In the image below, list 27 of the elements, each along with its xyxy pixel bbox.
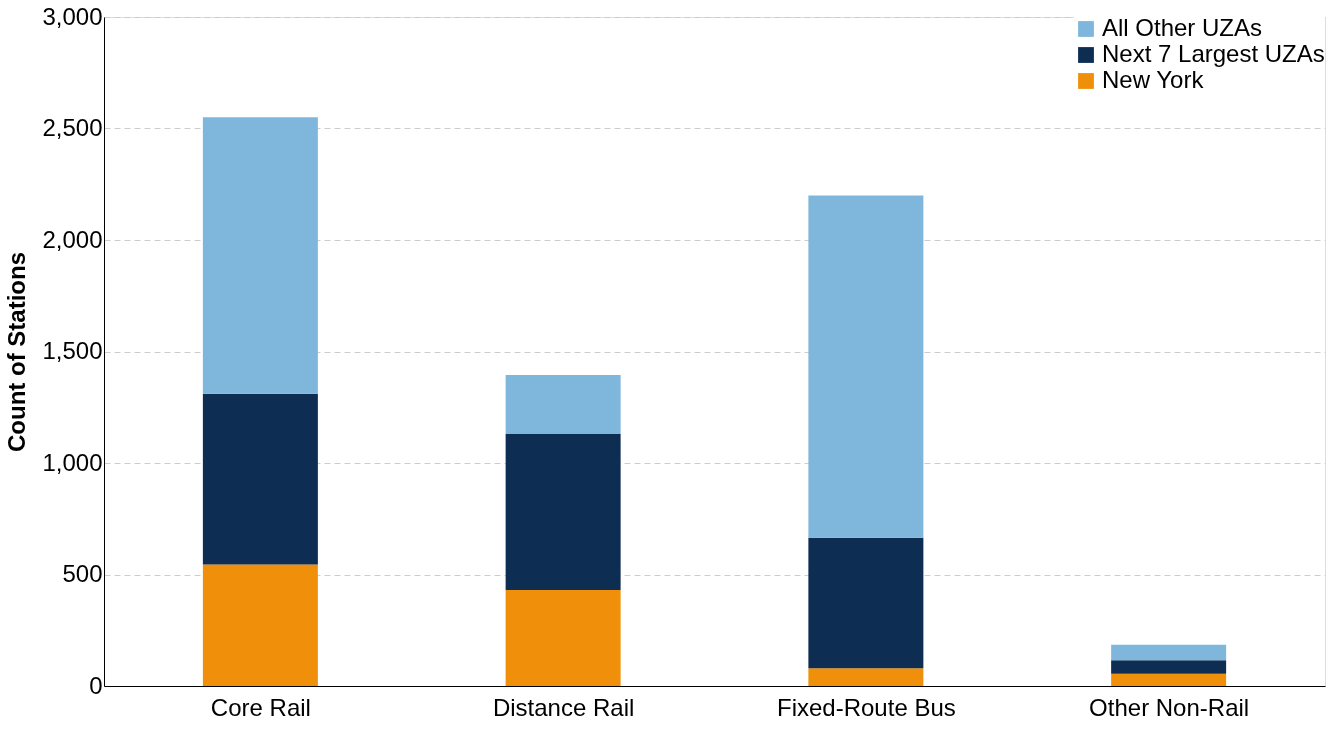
bar [808,195,924,538]
legend-label: New York [1102,66,1205,93]
bar [1111,660,1227,674]
bar [505,374,621,435]
bar [1111,673,1227,686]
x-tick-label: Core Rail [210,693,311,721]
x-tick-label: Fixed-Route Bus [777,693,956,721]
x-tick-label: Other Non-Rail [1089,693,1250,721]
bar [505,590,621,686]
bar [1111,644,1227,661]
y-tick-label: 2,000 [42,225,103,253]
y-tick-label: 0 [89,671,103,699]
legend-label: Next 7 Largest UZAs [1102,40,1325,67]
y-axis-title: Count of Stations [3,252,31,452]
y-tick-label: 1,000 [42,448,103,476]
bar [808,537,924,669]
bar [505,434,621,591]
x-tick-label: Distance Rail [492,693,635,721]
bar [202,117,318,394]
y-tick-label: 2,500 [42,114,103,141]
bar [202,393,318,565]
y-tick-label: 1,500 [42,337,103,364]
legend-label: All Other UZAs [1102,14,1263,41]
y-tick-label: 3,000 [42,2,103,30]
bar [202,564,318,686]
bar [808,668,924,686]
y-tick-label: 500 [62,560,103,587]
